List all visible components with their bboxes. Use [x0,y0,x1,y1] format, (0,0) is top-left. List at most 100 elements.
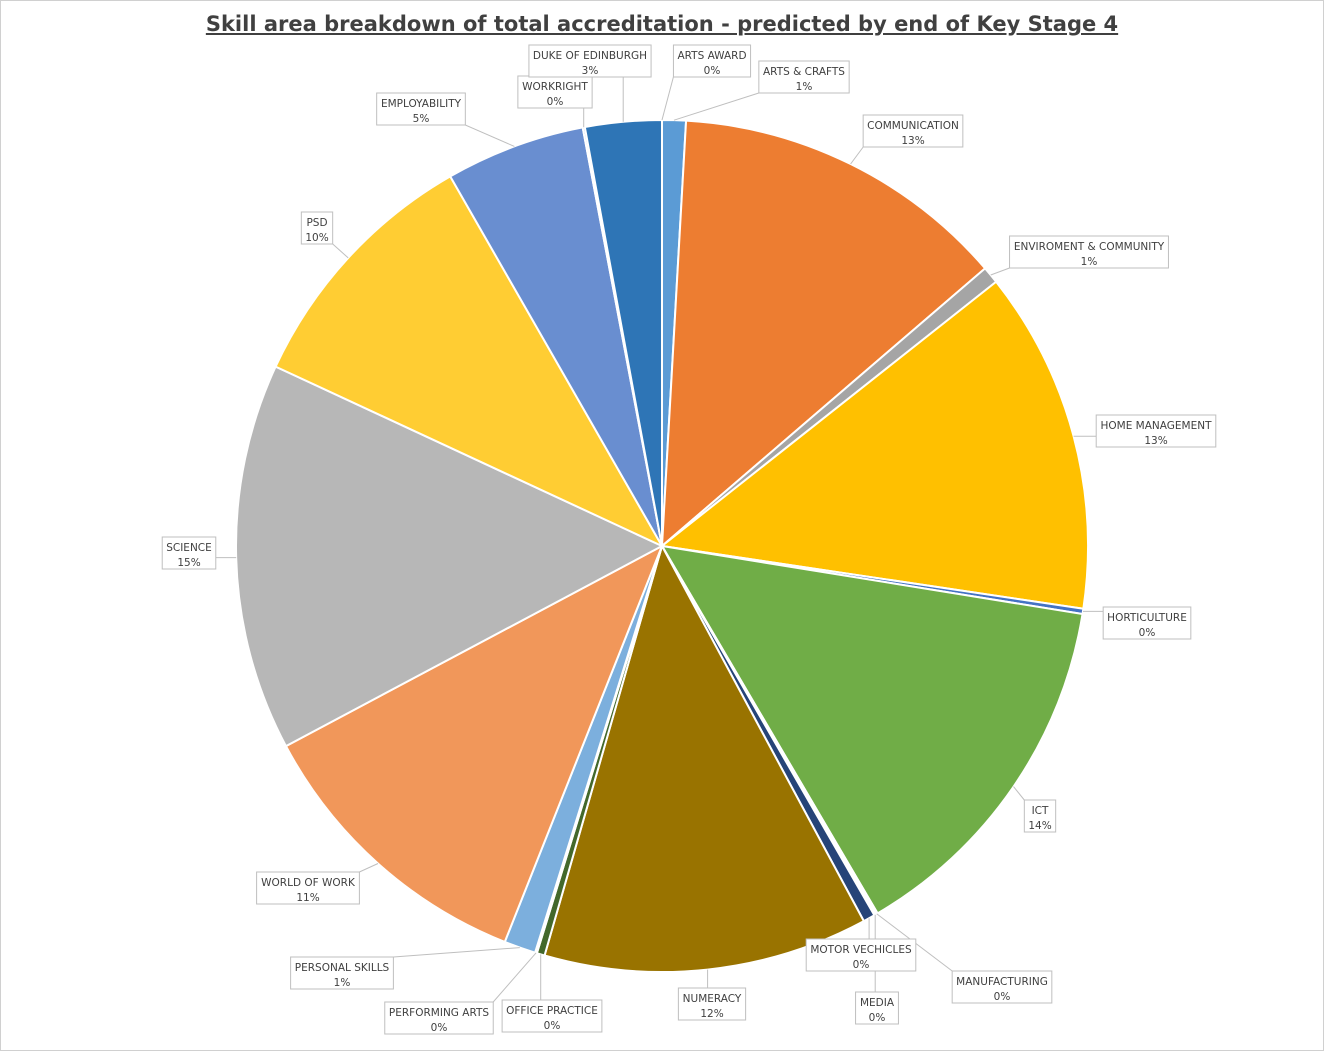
data-label-personal-skills: PERSONAL SKILLS 1% [290,956,394,990]
data-label-motor-vechicles: MOTOR VECHICLES 0% [805,938,917,972]
leader-line-enviroment-and-community [990,267,1010,276]
label-category-psd: PSD [306,217,327,229]
label-box-enviroment-and-community [1009,235,1169,269]
label-percent-enviroment-and-community: 1% [1081,256,1098,268]
data-label-enviroment-and-community: ENVIROMENT & COMMUNITY 1% [1009,235,1169,269]
label-percent-employability: 5% [413,113,430,125]
data-label-employability: EMPLOYABILITY 5% [376,92,466,126]
label-box-employability [376,92,466,126]
label-category-media: MEDIA [860,997,895,1009]
label-box-psd [300,211,334,245]
slice-communication [660,119,987,549]
label-box-numeracy [677,987,747,1021]
label-percent-personal-skills: 1% [334,977,351,989]
label-box-science [161,536,217,570]
leader-line-employability [465,124,515,147]
label-category-manufacturing: MANUFACTURING [956,976,1048,988]
data-label-horticulture: HORTICULTURE 0% [1102,606,1192,640]
label-box-office-practice [501,999,603,1033]
data-label-arts-and-crafts: ARTS & CRAFTS 1% [758,60,850,94]
label-percent-world-of-work: 11% [296,892,319,904]
label-box-media [855,991,899,1025]
label-category-personal-skills: PERSONAL SKILLS [295,962,390,974]
pie-slices [235,118,1089,973]
label-percent-media: 0% [869,1012,886,1024]
data-label-duke-of-edinburgh: DUKE OF EDINBURGH 3% [528,44,652,78]
label-box-horticulture [1102,606,1192,640]
label-percent-duke-of-edinburgh: 3% [582,65,599,77]
label-percent-psd: 10% [305,232,328,244]
label-box-communication [862,114,964,148]
data-label-manufacturing: MANUFACTURING 0% [951,970,1053,1004]
label-box-motor-vechicles [805,938,917,972]
label-category-performing-arts: PERFORMING ARTS [389,1007,489,1019]
leader-line-communication [850,146,864,165]
label-percent-arts-and-crafts: 1% [796,81,813,93]
label-box-manufacturing [951,970,1053,1004]
leader-line-arts-and-crafts [673,92,759,121]
label-category-numeracy: NUMERACY [683,993,742,1005]
label-percent-motor-vechicles: 0% [853,959,870,971]
label-box-ict [1023,799,1057,833]
slice-employability [448,126,663,547]
leader-line-arts-award [661,76,674,121]
label-percent-office-practice: 0% [544,1020,561,1032]
label-percent-manufacturing: 0% [994,991,1011,1003]
label-box-home-management [1095,414,1217,448]
data-label-ict: ICT 14% [1023,799,1057,833]
label-category-arts-award: ARTS AWARD [677,50,746,62]
label-percent-communication: 13% [901,135,924,147]
label-box-personal-skills [290,956,394,990]
label-box-world-of-work [256,871,360,905]
label-category-workright: WORKRIGHT [522,81,588,93]
data-label-media: MEDIA 0% [855,991,899,1025]
label-category-office-practice: OFFICE PRACTICE [506,1005,598,1017]
label-box-duke-of-edinburgh [528,44,652,78]
label-percent-horticulture: 0% [1139,627,1156,639]
label-box-arts-and-crafts [758,60,850,94]
label-percent-science: 15% [177,557,200,569]
data-labels: ARTS AWARD 0% ARTS & CRAFTS 1% COMMUNICATION… [161,44,1217,1035]
slice-science [235,365,665,748]
label-percent-numeracy: 12% [700,1008,723,1020]
label-category-motor-vechicles: MOTOR VECHICLES [810,944,912,956]
label-category-ict: ICT [1032,805,1049,817]
label-category-science: SCIENCE [166,542,212,554]
label-category-duke-of-edinburgh: DUKE OF EDINBURGH [533,50,647,62]
label-percent-home-management: 13% [1144,435,1167,447]
slice-duke-of-edinburgh [583,118,663,547]
leader-line-psd [332,243,349,259]
label-box-workright [517,75,593,109]
leader-line-ict [1013,786,1025,801]
label-percent-arts-award: 0% [704,65,721,77]
label-percent-workright: 0% [547,96,564,108]
data-label-home-management: HOME MANAGEMENT 13% [1095,414,1217,448]
data-label-performing-arts: PERFORMING ARTS 0% [384,1001,494,1035]
label-category-world-of-work: WORLD OF WORK [261,877,356,889]
label-category-horticulture: HORTICULTURE [1107,612,1187,624]
leader-line-performing-arts [492,952,537,1003]
label-percent-ict: 14% [1028,820,1051,832]
data-label-numeracy: NUMERACY 12% [677,987,747,1021]
data-label-communication: COMMUNICATION 13% [862,114,964,148]
data-label-office-practice: OFFICE PRACTICE 0% [501,999,603,1033]
data-label-world-of-work: WORLD OF WORK 11% [256,871,360,905]
label-percent-performing-arts: 0% [431,1022,448,1034]
label-category-employability: EMPLOYABILITY [381,98,462,110]
label-category-communication: COMMUNICATION [867,120,959,132]
label-box-performing-arts [384,1001,494,1035]
chart-title: Skill area breakdown of total accreditat… [205,12,1119,36]
leader-line-personal-skills [393,947,520,958]
label-box-arts-award [672,44,752,78]
label-category-enviroment-and-community: ENVIROMENT & COMMUNITY [1014,241,1165,253]
data-label-psd: PSD 10% [300,211,334,245]
leader-line-world-of-work [359,863,379,873]
data-label-workright: WORKRIGHT 0% [517,75,593,109]
label-category-arts-and-crafts: ARTS & CRAFTS [763,66,845,78]
slice-numeracy [543,543,866,973]
data-label-arts-award: ARTS AWARD 0% [672,44,752,78]
slice-home-management [659,280,1089,610]
label-category-home-management: HOME MANAGEMENT [1100,420,1212,432]
data-label-science: SCIENCE 15% [161,536,217,570]
